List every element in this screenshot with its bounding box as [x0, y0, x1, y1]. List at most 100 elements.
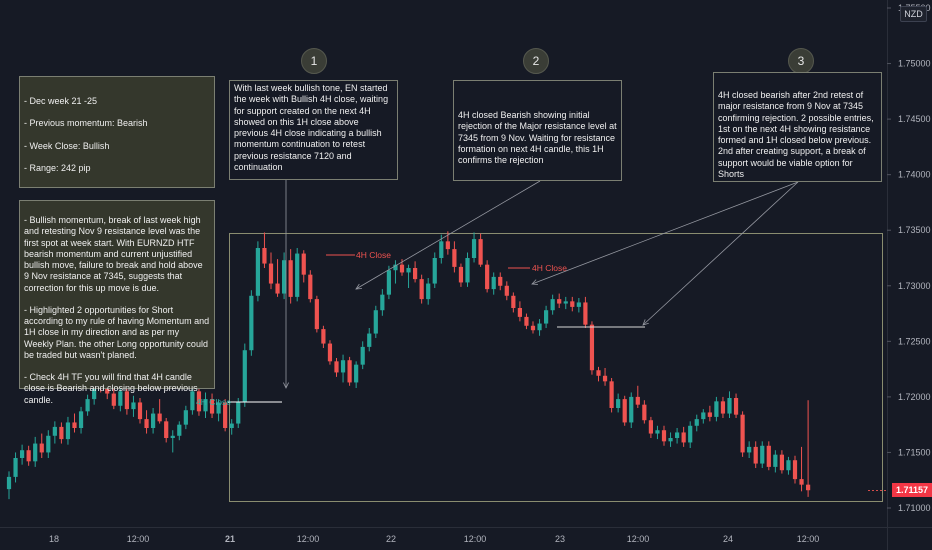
- callout-arrowhead-4: [642, 319, 649, 326]
- candle-body: [124, 391, 129, 410]
- callout-arrow-3: [531, 181, 799, 285]
- candle-body: [485, 264, 490, 290]
- candle-body: [131, 402, 136, 410]
- candle-body: [701, 412, 706, 420]
- candle-body: [629, 396, 634, 423]
- candle-body: [334, 361, 339, 373]
- time-tick-label-4: 22: [386, 534, 396, 544]
- currency-badge[interactable]: NZD: [900, 6, 927, 22]
- candle-body: [59, 426, 64, 440]
- candle-body: [236, 402, 241, 424]
- candle-body: [419, 279, 424, 300]
- candle-body: [183, 410, 188, 425]
- candle-body: [354, 364, 359, 383]
- time-tick-label-7: 12:00: [627, 534, 650, 544]
- candle-body: [170, 435, 175, 438]
- candle-body: [157, 413, 162, 422]
- candle-body: [367, 333, 372, 347]
- time-tick-label-2: 21: [225, 534, 235, 544]
- candle-body: [85, 399, 90, 412]
- candle-body: [589, 324, 595, 371]
- candle-body: [550, 299, 555, 311]
- candle-body: [786, 460, 791, 471]
- analysis-paragraph-2: - Highlighted 2 opportunities for Short …: [24, 304, 212, 360]
- candles-group: [6, 231, 811, 500]
- candle-body: [216, 402, 221, 414]
- candle-body: [262, 248, 267, 264]
- candle-body: [380, 294, 385, 311]
- candle-body: [223, 402, 228, 428]
- current-price-tag: 1.71157: [892, 483, 932, 497]
- candle-body: [46, 435, 51, 453]
- annotation-label-3: 4H Close: [532, 263, 567, 273]
- candle-body: [386, 270, 391, 295]
- candle-body: [452, 249, 457, 267]
- candle-body: [301, 253, 306, 275]
- candle-body: [478, 239, 483, 265]
- candle-body: [177, 424, 182, 436]
- candle-body: [642, 404, 647, 421]
- callout-arrowhead-2: [355, 283, 363, 290]
- candle-body: [203, 399, 208, 412]
- weekly-analysis-note: - Bullish momentum, break of last week h…: [19, 200, 215, 405]
- candle-body: [720, 401, 726, 414]
- annotation-label-1: 4H Close: [196, 397, 231, 407]
- candle-body: [118, 391, 123, 406]
- candle-body: [190, 391, 195, 411]
- candle-body: [655, 430, 660, 434]
- weekly-range-box: [229, 233, 883, 502]
- candle-body: [373, 310, 378, 334]
- time-tick-label-3: 12:00: [297, 534, 320, 544]
- candle-body: [681, 432, 686, 443]
- weekly-summary-note: - Dec week 21 -25 - Previous momentum: B…: [19, 76, 215, 188]
- candle-body: [6, 476, 12, 490]
- candle-body: [347, 360, 352, 383]
- candle-body: [524, 316, 529, 326]
- candle-body: [583, 302, 588, 325]
- callout-1-text: With last week bullish tone, EN started …: [234, 83, 391, 172]
- candle-body: [13, 458, 18, 477]
- callout-note-3: 4H closed bearish after 2nd retest of ma…: [713, 72, 882, 182]
- candle-body: [445, 241, 450, 250]
- candle-body: [282, 260, 287, 294]
- time-tick-label-1: 12:00: [127, 534, 150, 544]
- candle-body: [65, 422, 71, 440]
- candle-body: [707, 412, 712, 417]
- step-badge-1: 1: [301, 48, 327, 74]
- time-tick-label-9: 12:00: [797, 534, 820, 544]
- candle-body: [576, 302, 581, 307]
- analysis-paragraph-3: - Check 4H TF you will find that 4H cand…: [24, 372, 201, 405]
- candle-body: [806, 484, 811, 491]
- candle-body: [498, 276, 503, 286]
- candle-body: [144, 419, 149, 428]
- candle-body: [491, 276, 496, 290]
- candle-body: [694, 419, 699, 426]
- price-tick-label-6: 1.72500: [898, 336, 931, 346]
- candle-body: [622, 399, 627, 423]
- candle-body: [20, 450, 25, 458]
- price-tick-label-5: 1.73000: [898, 281, 931, 291]
- price-tick-label-4: 1.73500: [898, 225, 931, 235]
- candle-body: [249, 295, 254, 351]
- candle-body: [164, 421, 169, 438]
- candle-body: [557, 299, 562, 304]
- candle-body: [78, 411, 84, 428]
- candle-body: [327, 343, 333, 362]
- time-tick-label-5: 12:00: [464, 534, 487, 544]
- candle-body: [111, 393, 116, 406]
- candle-body: [295, 253, 300, 297]
- summary-week-close: - Week Close: Bullish: [24, 140, 110, 151]
- summary-range: - Range: 242 pip: [24, 162, 91, 173]
- candle-body: [648, 420, 653, 434]
- candle-body: [288, 260, 293, 297]
- candle-body: [504, 285, 509, 296]
- candle-body: [458, 266, 464, 283]
- candle-body: [602, 375, 608, 382]
- price-tick-label-9: 1.71000: [898, 503, 931, 513]
- candle-body: [209, 399, 215, 414]
- callout-3-text: 4H closed bearish after 2nd retest of ma…: [718, 90, 877, 179]
- candle-body: [661, 430, 667, 442]
- candle-body: [39, 443, 44, 453]
